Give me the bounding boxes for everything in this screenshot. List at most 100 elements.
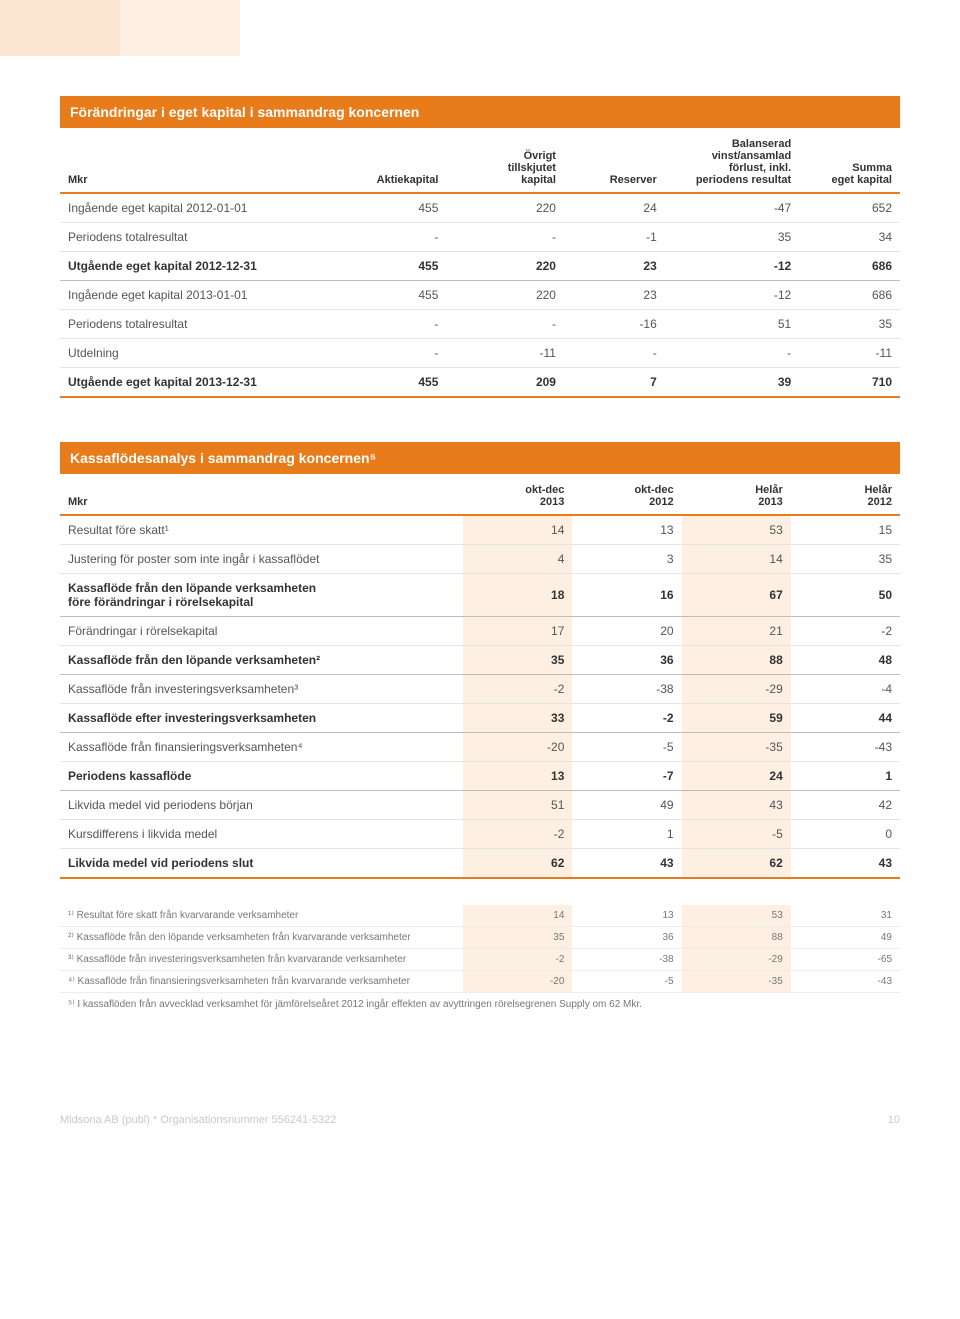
band-segment-1	[0, 0, 120, 56]
table-row: Justering för poster som inte ingår i ka…	[60, 545, 900, 574]
row-label: Periodens totalresultat	[60, 310, 346, 339]
cell: 49	[791, 927, 900, 949]
row-label: Ingående eget kapital 2013-01-01	[60, 281, 346, 310]
cell: -11	[799, 339, 900, 368]
row-label: Periodens totalresultat	[60, 223, 346, 252]
table-row: Kassaflöde från den löpande verksamheten…	[60, 646, 900, 675]
cell: -7	[572, 762, 681, 791]
table-row: Kassaflöde efter investeringsverksamhete…	[60, 704, 900, 733]
cell: 51	[665, 310, 799, 339]
footnote-row: ¹⁾ Resultat före skatt från kvarvarande …	[60, 905, 900, 927]
cell: 16	[572, 574, 681, 617]
band-segment-2	[120, 0, 240, 56]
cell: 1	[572, 820, 681, 849]
cell: 7	[564, 368, 665, 398]
table-row: Kassaflöde från investeringsverksamheten…	[60, 675, 900, 704]
cell: 43	[572, 849, 681, 879]
cell: 43	[791, 849, 900, 879]
cell: -	[446, 310, 564, 339]
table-row: Utgående eget kapital 2013-12-3145520973…	[60, 368, 900, 398]
cell: 35	[799, 310, 900, 339]
table1-col-5: Summaeget kapital	[799, 128, 900, 193]
table-row: Resultat före skatt¹14135315	[60, 515, 900, 545]
cell: -	[446, 223, 564, 252]
cell: -29	[682, 675, 791, 704]
page-content: Förändringar i eget kapital i sammandrag…	[0, 56, 960, 1034]
table-row: Likvida medel vid periodens slut62436243	[60, 849, 900, 879]
cell: -	[564, 339, 665, 368]
table-row: Ingående eget kapital 2012-01-0145522024…	[60, 193, 900, 223]
footnote-label: ³⁾ Kassaflöde från investeringsverksamhe…	[60, 949, 463, 971]
cell: 455	[346, 252, 447, 281]
table-row: Likvida medel vid periodens början514943…	[60, 791, 900, 820]
table2-col-0: Mkr	[60, 474, 463, 515]
row-label: Kassaflöde från den löpande verksamheten…	[60, 574, 463, 617]
cell: 220	[446, 193, 564, 223]
cell: -	[346, 223, 447, 252]
cell: 31	[791, 905, 900, 927]
cell: 48	[791, 646, 900, 675]
cell: -2	[791, 617, 900, 646]
cell: 455	[346, 193, 447, 223]
row-label: Utgående eget kapital 2012-12-31	[60, 252, 346, 281]
cell: -2	[463, 675, 572, 704]
row-label: Förändringar i rörelsekapital	[60, 617, 463, 646]
cell: 4	[463, 545, 572, 574]
cell: -4	[791, 675, 900, 704]
table2-col-4: Helår2012	[791, 474, 900, 515]
cell: -43	[791, 971, 900, 993]
cell: 21	[682, 617, 791, 646]
cell: 17	[463, 617, 572, 646]
table-row: Kursdifferens i likvida medel-21-50	[60, 820, 900, 849]
cell: 39	[665, 368, 799, 398]
cell: 35	[665, 223, 799, 252]
cell: 220	[446, 281, 564, 310]
cell: 42	[791, 791, 900, 820]
row-label: Kassaflöde efter investeringsverksamhete…	[60, 704, 463, 733]
cell: 34	[799, 223, 900, 252]
cell: 43	[682, 791, 791, 820]
table1-col-2: Övrigttillskjutetkapital	[446, 128, 564, 193]
equity-changes-table: MkrAktiekapitalÖvrigttillskjutetkapitalR…	[60, 128, 900, 398]
table2-col-1: okt-dec2013	[463, 474, 572, 515]
cell: 220	[446, 252, 564, 281]
cell: -2	[463, 820, 572, 849]
cell: 3	[572, 545, 681, 574]
cell: 53	[682, 515, 791, 545]
cell: 13	[572, 905, 681, 927]
table-row: Ingående eget kapital 2013-01-0145522023…	[60, 281, 900, 310]
cell: -11	[446, 339, 564, 368]
cell: -1	[564, 223, 665, 252]
cell: 14	[463, 515, 572, 545]
cell: 36	[572, 927, 681, 949]
row-label: Kursdifferens i likvida medel	[60, 820, 463, 849]
table-row: Kassaflöde från finansieringsverksamhete…	[60, 733, 900, 762]
cell: -65	[791, 949, 900, 971]
cell: 23	[564, 252, 665, 281]
row-label: Ingående eget kapital 2012-01-01	[60, 193, 346, 223]
cell: -5	[572, 733, 681, 762]
cell: 209	[446, 368, 564, 398]
cell: -38	[572, 949, 681, 971]
cell: -5	[682, 820, 791, 849]
footnote-row: ⁴⁾ Kassaflöde från finansieringsverksamh…	[60, 971, 900, 993]
footnote-label: ²⁾ Kassaflöde från den löpande verksamhe…	[60, 927, 463, 949]
cell: -43	[791, 733, 900, 762]
cell: 18	[463, 574, 572, 617]
cell: 88	[682, 646, 791, 675]
cell: 455	[346, 368, 447, 398]
table2-title: Kassaflödesanalys i sammandrag koncernen…	[60, 442, 900, 474]
footer-left: Midsona AB (publ) * Organisationsnummer …	[60, 1114, 336, 1126]
row-label: Justering för poster som inte ingår i ka…	[60, 545, 463, 574]
cell: -12	[665, 281, 799, 310]
cell: 15	[791, 515, 900, 545]
cell: -2	[463, 949, 572, 971]
footer-page-number: 10	[888, 1114, 900, 1126]
cell: 35	[463, 646, 572, 675]
cell: -16	[564, 310, 665, 339]
cell: 1	[791, 762, 900, 791]
row-label: Likvida medel vid periodens slut	[60, 849, 463, 879]
cell: 23	[564, 281, 665, 310]
cell: 13	[572, 515, 681, 545]
cell: 51	[463, 791, 572, 820]
